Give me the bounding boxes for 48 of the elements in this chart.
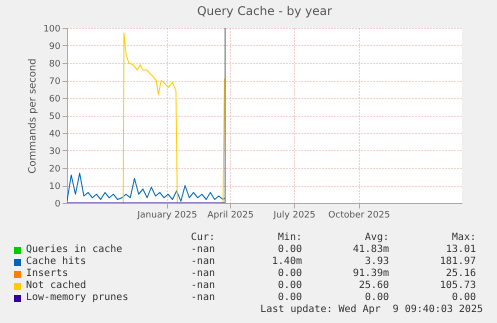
x-tick-label: July 2025 — [272, 210, 316, 220]
text: 0.00 — [278, 244, 302, 255]
text: 13.01 — [446, 244, 476, 255]
y-tick-label: 30 — [49, 147, 61, 157]
x-tick-label: January 2025 — [136, 210, 198, 220]
text: 0.00 — [364, 292, 389, 303]
text: Min: — [278, 232, 302, 243]
text: Avg: — [364, 232, 389, 243]
chart-title: Query Cache - by year — [197, 4, 332, 18]
legend-label: Cache hits — [26, 256, 86, 267]
text: Cur: — [190, 232, 215, 243]
x-tick-label: April 2025 — [207, 210, 254, 220]
x-tick-label: October 2025 — [328, 210, 390, 220]
y-tick-label: 100 — [43, 24, 61, 34]
y-axis-title: Commands per second — [27, 58, 38, 174]
y-tick-label: 80 — [49, 60, 61, 70]
y-tick-label: 60 — [49, 94, 61, 104]
legend-label: Queries in cache — [26, 244, 122, 255]
text: 91.39m — [352, 268, 389, 279]
text: -nan — [190, 268, 215, 279]
text: -nan — [190, 256, 215, 267]
y-tick-label: 70 — [49, 77, 61, 87]
text: 181.97 — [440, 256, 476, 267]
text: 0.00 — [278, 280, 302, 291]
text: 0.00 — [452, 292, 476, 303]
text: 41.83m — [352, 244, 389, 255]
legend-label: Inserts — [26, 268, 68, 279]
y-tick-label: 90 — [49, 42, 61, 52]
y-tick-label: 0 — [54, 200, 61, 210]
text: 0.00 — [278, 268, 302, 279]
y-tick-label: 40 — [49, 130, 61, 140]
y-tick-label: 10 — [49, 182, 61, 192]
text: 25.60 — [358, 280, 389, 291]
y-tick-label: 50 — [49, 112, 61, 122]
text: 3.93 — [364, 256, 389, 267]
line-series — [67, 172, 226, 202]
text: Last update: Wed Apr 9 09:40:03 2025 — [260, 304, 483, 315]
text: Max: — [452, 232, 476, 243]
text: 105.73 — [440, 280, 476, 291]
legend-label: Low-memory prunes — [26, 292, 128, 303]
y-tick-label: 20 — [49, 164, 61, 174]
text: 0.00 — [278, 292, 302, 303]
text: -nan — [190, 244, 215, 255]
text: 25.16 — [446, 268, 476, 279]
text: -nan — [190, 280, 215, 291]
legend-label: Not cached — [26, 280, 86, 291]
text: -nan — [190, 292, 215, 303]
text: 1.40m — [272, 256, 302, 267]
